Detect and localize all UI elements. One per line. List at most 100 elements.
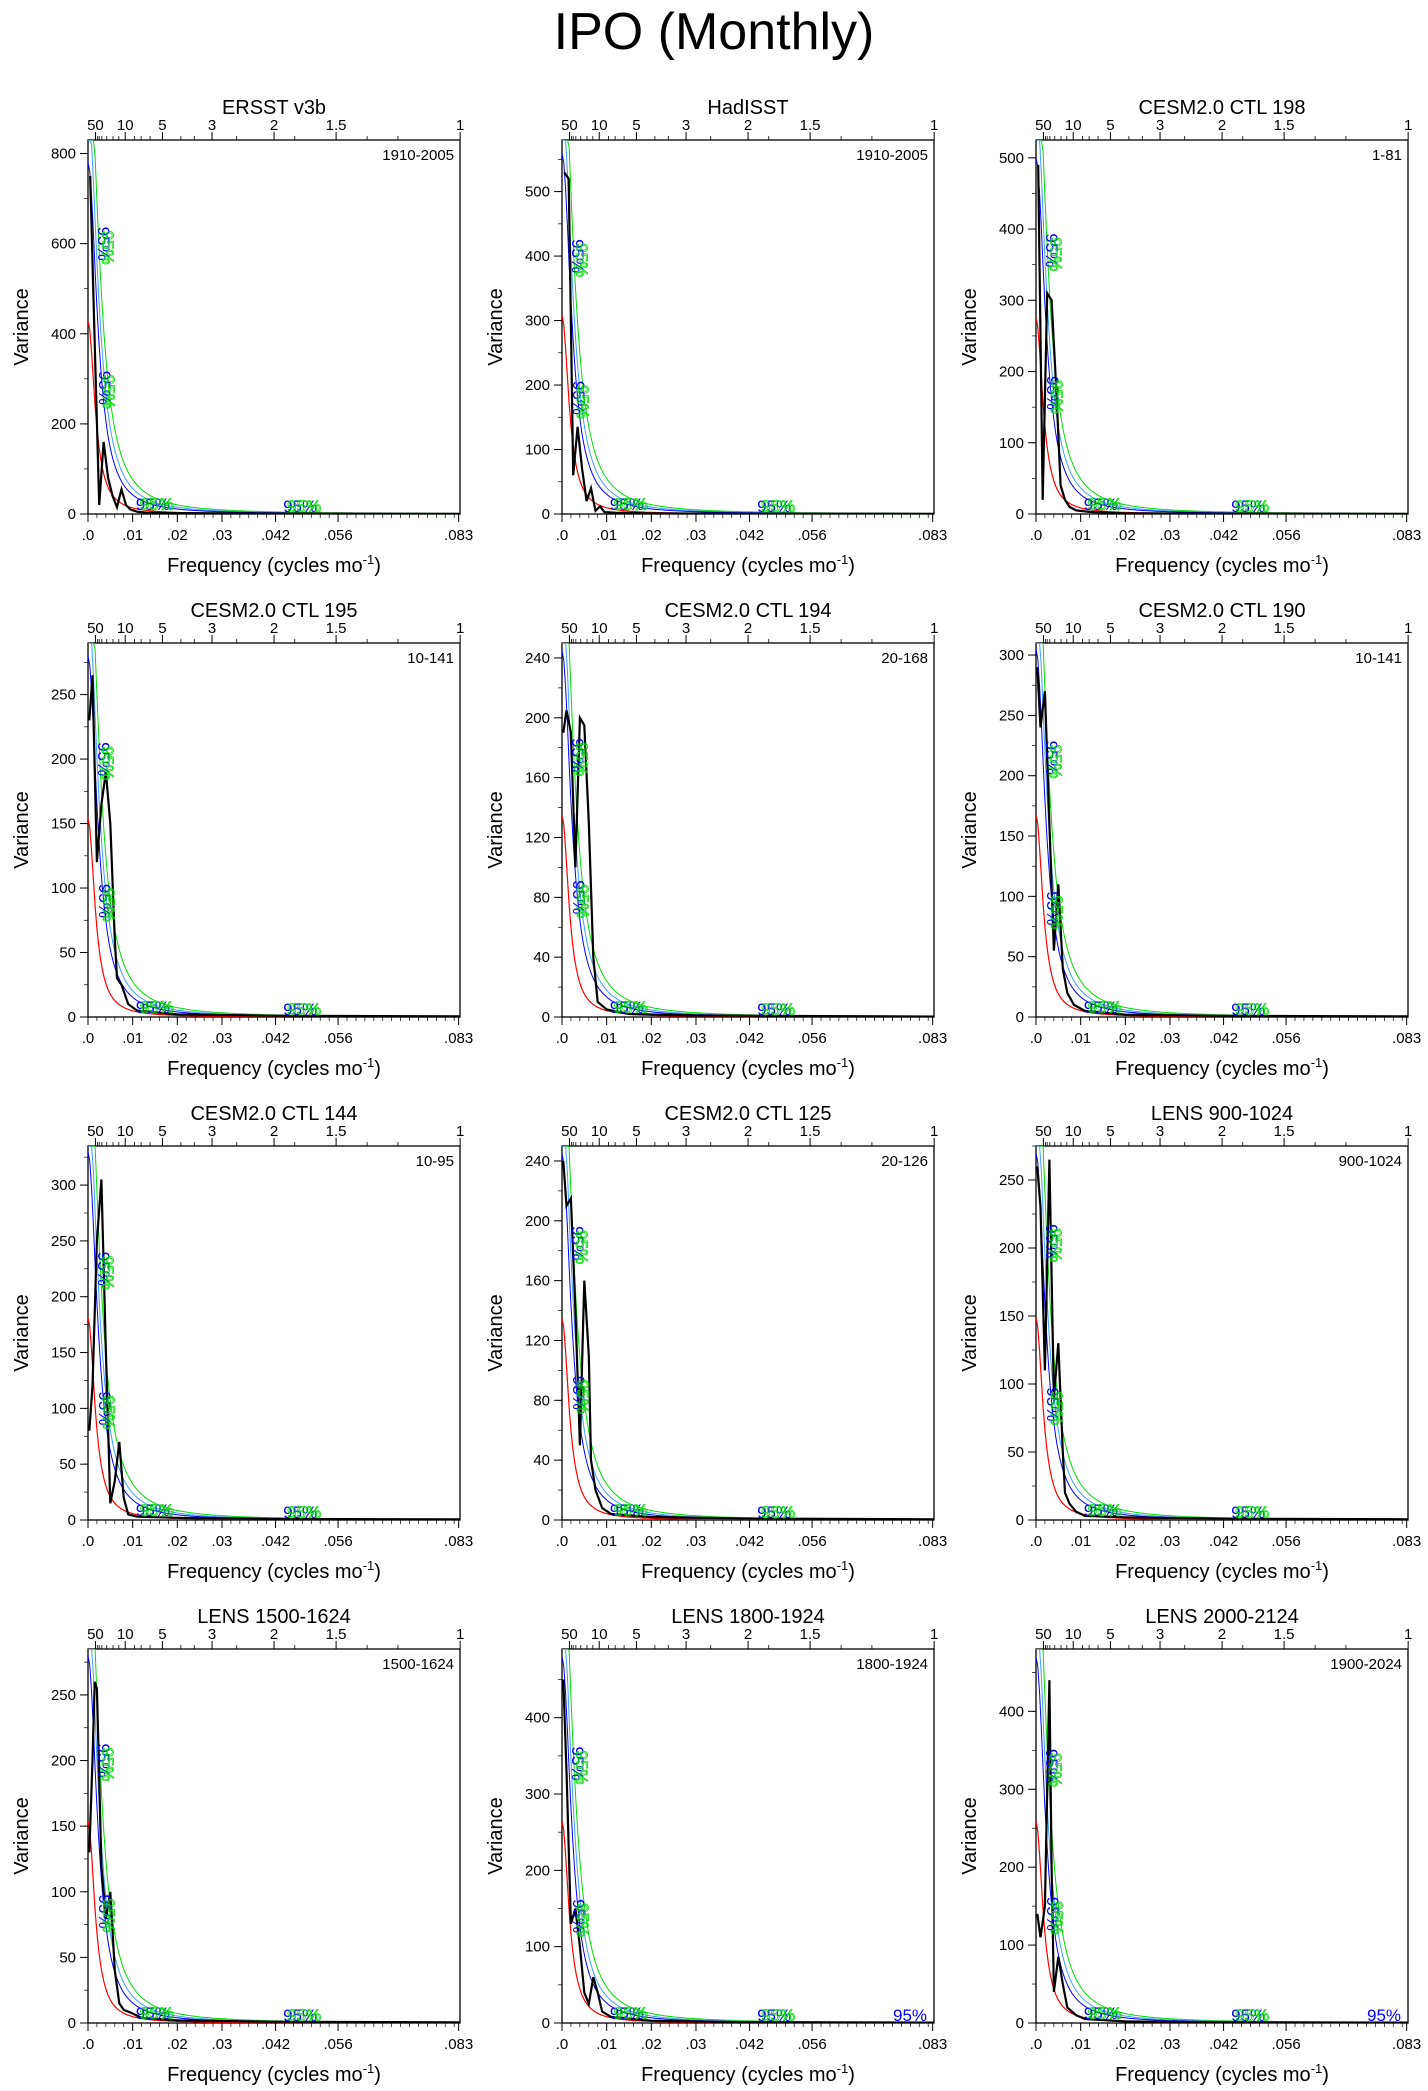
x-axis-label-text: Frequency (cycles mo — [641, 1058, 837, 1080]
x-axis-label-text: Frequency (cycles mo — [641, 2064, 837, 2086]
ci-upper-curve — [562, 140, 934, 514]
ci-label-95-overlay: 95% — [1047, 1391, 1066, 1425]
red-noise-curve — [562, 1821, 934, 2023]
panel-title: LENS 1500-1624 — [197, 1606, 350, 1628]
ci-label-95-overlay: 95% — [572, 1750, 591, 1784]
x-tick-label: .0 — [556, 1533, 569, 1550]
period-tick-label: 3 — [1156, 620, 1164, 637]
period-label: 900-1024 — [1339, 1153, 1402, 1170]
ci-label-95-overlay: 95% — [572, 1230, 591, 1264]
ci-label-95-overlay: 95% — [287, 1000, 321, 1019]
y-tick-label: 0 — [542, 1512, 550, 1529]
y-tick-label: 50 — [59, 945, 76, 962]
x-axis-label-text: Frequency (cycles mo — [167, 1561, 363, 1583]
panel-title: CESM2.0 CTL 190 — [1138, 600, 1305, 622]
x-tick-label: .042 — [735, 1030, 764, 1047]
x-axis-label: Frequency (cycles mo-1) — [1115, 2061, 1329, 2086]
x-tick-label: .056 — [797, 2036, 826, 2053]
ci-label-95-overlay: 95% — [1235, 1000, 1269, 1019]
x-axis-label-end: ) — [848, 555, 855, 577]
period-tick-label: 2 — [744, 1626, 752, 1643]
ci-label-95-overlay: 95% — [99, 375, 118, 409]
plot-frame — [561, 642, 935, 1018]
ci-label-95: 95% — [569, 1899, 588, 1933]
red-noise-curve — [1036, 1317, 1408, 1520]
chart-panel-4: CESM2.0 CTL 195 10-141 50 10 5 3 2 1.5 1 .0 .01 .02… — [11, 600, 473, 1080]
ci-label-95-overlay: 95% — [1088, 1501, 1122, 1520]
x-axis-label-end: ) — [1322, 555, 1329, 577]
ci-label-95-overlay: 95% — [98, 1747, 117, 1781]
period-tick-label: 1 — [456, 117, 464, 134]
period-tick-label: 50 — [87, 620, 104, 637]
period-tick-label: 5 — [158, 117, 166, 134]
ci-label-95: 95% — [1042, 741, 1061, 775]
ci-label-95: 95% — [1084, 495, 1118, 514]
plot-curves — [562, 1649, 934, 2023]
period-tick-label: 50 — [561, 1123, 578, 1140]
spectrum-line — [563, 171, 934, 514]
x-axis-label-end: ) — [848, 1058, 855, 1080]
y-tick-label: 100 — [999, 435, 1024, 452]
plot-frame — [1035, 642, 1409, 1018]
x-tick-label: .042 — [261, 527, 290, 544]
chart-panel-8: CESM2.0 CTL 125 20-126 50 10 5 3 2 1.5 1 .0 .01 .02… — [485, 1103, 947, 1583]
period-tick-label: 2 — [744, 1123, 752, 1140]
ci-label-95-overlay: 95% — [287, 2006, 321, 2025]
x-axis-label-end: ) — [374, 1561, 381, 1583]
ci-mid-curve — [88, 1146, 460, 1520]
ci-label-95: 95% — [136, 2004, 170, 2023]
chart-panel-12: LENS 2000-2124 1900-2024 50 10 5 3 2 1.5 1 .0 .01.… — [959, 1606, 1421, 2086]
y-tick-label: 150 — [51, 1818, 76, 1835]
plot-curves — [562, 1146, 934, 1520]
ci-label-95: 95% — [1231, 1000, 1265, 1019]
ci-mid-curve — [562, 140, 934, 514]
x-axis-label-text: Frequency (cycles mo — [1115, 1058, 1311, 1080]
period-label: 1910-2005 — [382, 147, 454, 164]
period-tick-label: 1 — [930, 1123, 938, 1140]
period-label: 1800-1924 — [856, 1656, 928, 1673]
x-axis-label-sup: -1 — [837, 1558, 849, 1573]
y-tick-label: 240 — [525, 650, 550, 667]
y-tick-label: 120 — [525, 829, 550, 846]
ci-label-95: 95% — [1043, 891, 1062, 925]
y-tick-label: 200 — [525, 710, 550, 727]
ci-label-95-overlay: 95% — [140, 2004, 174, 2023]
ci-label-95: 95% — [1042, 1224, 1061, 1258]
y-tick-label: 200 — [51, 1289, 76, 1306]
period-tick-label: 10 — [117, 1626, 134, 1643]
x-tick-label: .02 — [167, 1533, 188, 1550]
ci-label-95-overlay: 95% — [1046, 1753, 1065, 1787]
ci-label-95-overlay: 95% — [140, 495, 174, 514]
x-tick-label: .03 — [1160, 1030, 1181, 1047]
y-tick-label: 200 — [999, 768, 1024, 785]
ci-label-95: 95% — [569, 880, 588, 914]
ci-lower-curve — [1036, 1656, 1408, 2023]
ci-label-95: 95% — [95, 884, 114, 918]
x-axis-label-sup: -1 — [1311, 552, 1323, 567]
y-tick-label: 300 — [525, 1786, 550, 1803]
y-tick-label: 250 — [51, 687, 76, 704]
x-axis-label: Frequency (cycles mo-1) — [1115, 1558, 1329, 1583]
x-tick-label: .056 — [797, 527, 826, 544]
ci-label-95: 95% — [1042, 233, 1061, 267]
y-tick-label: 0 — [68, 2015, 76, 2032]
period-tick-label: 50 — [561, 1626, 578, 1643]
ci-label-95: 95% — [610, 998, 644, 1017]
red-noise-curve — [88, 1820, 460, 2023]
period-tick-label: 10 — [591, 1626, 608, 1643]
ci-label-95: 95% — [1084, 1501, 1118, 1520]
x-tick-label: .03 — [212, 1533, 233, 1550]
x-tick-label: .03 — [1160, 2036, 1181, 2053]
ci-lower-curve — [88, 1655, 460, 2023]
y-axis-label: Variance — [959, 288, 981, 365]
x-tick-label: .03 — [686, 2036, 707, 2053]
ci-label-95: 95% — [1231, 2006, 1265, 2025]
period-tick-label: 50 — [87, 1626, 104, 1643]
period-tick-label: 5 — [158, 1123, 166, 1140]
ci-label-95-overlay: 95% — [761, 2006, 795, 2025]
x-tick-label: .083 — [444, 1533, 473, 1550]
plot-frame — [561, 1648, 935, 2024]
ci-label-95-overlay: 95% — [761, 1503, 795, 1522]
plot-curves — [88, 643, 460, 1017]
ci-label-95-overlay: 95% — [1088, 495, 1122, 514]
